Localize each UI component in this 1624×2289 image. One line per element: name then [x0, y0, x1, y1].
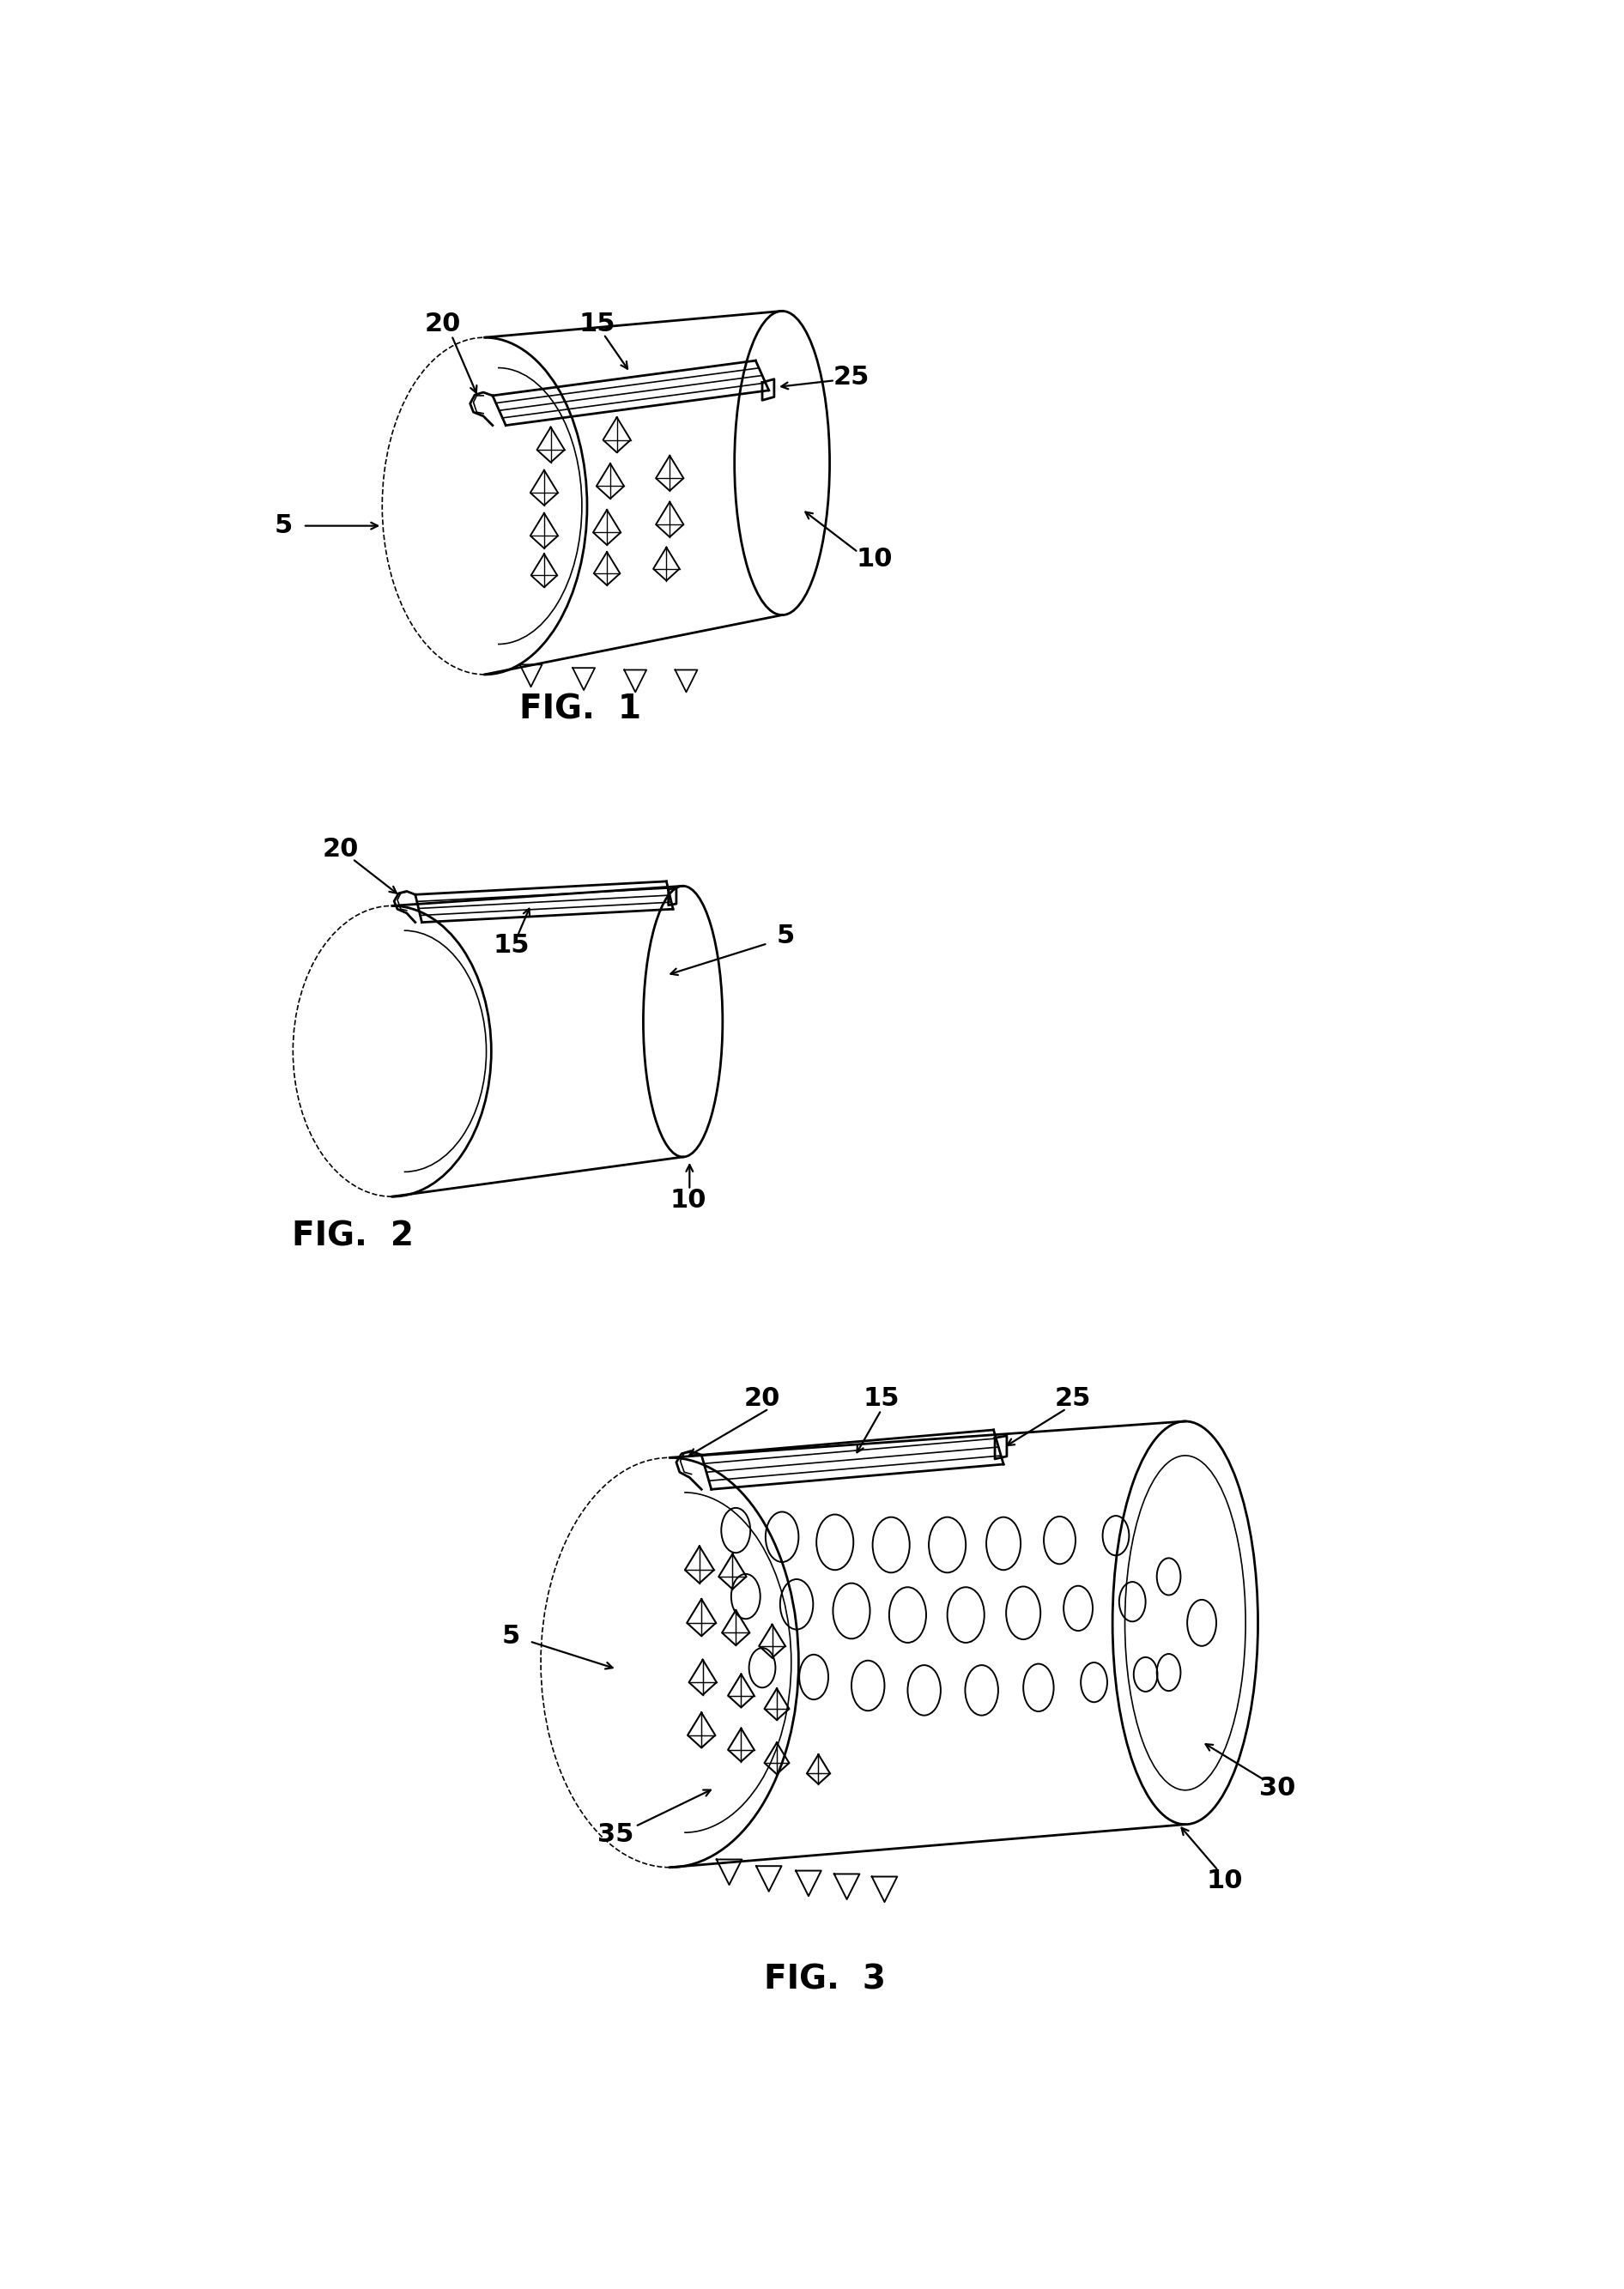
Text: 10: 10	[671, 1188, 706, 1213]
Text: 5: 5	[502, 1623, 520, 1648]
Text: 20: 20	[323, 838, 359, 863]
Text: 25: 25	[1054, 1385, 1091, 1410]
Text: 30: 30	[1260, 1776, 1296, 1801]
Text: 20: 20	[425, 311, 461, 336]
Text: 5: 5	[776, 922, 794, 948]
Text: 10: 10	[856, 547, 893, 572]
Text: FIG.  1: FIG. 1	[520, 694, 641, 726]
Text: 15: 15	[492, 934, 529, 957]
Text: 35: 35	[598, 1822, 633, 1847]
Text: 15: 15	[862, 1385, 900, 1410]
Text: 15: 15	[578, 311, 615, 336]
Text: FIG.  3: FIG. 3	[763, 1964, 887, 1996]
Text: 25: 25	[833, 364, 870, 389]
Text: 10: 10	[1207, 1868, 1242, 1893]
Text: 5: 5	[274, 513, 292, 538]
Text: 20: 20	[744, 1385, 781, 1410]
Text: FIG.  2: FIG. 2	[292, 1220, 414, 1252]
